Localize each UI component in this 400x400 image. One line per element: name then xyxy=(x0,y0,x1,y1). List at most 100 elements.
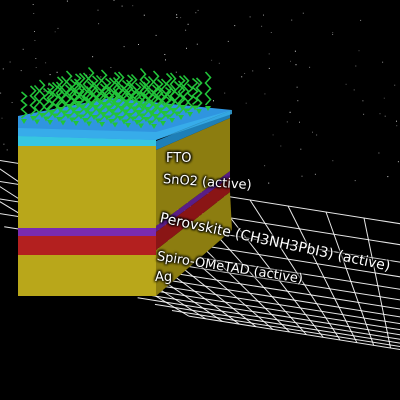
star xyxy=(35,58,37,59)
star xyxy=(314,173,316,175)
star xyxy=(280,145,282,147)
star xyxy=(387,176,389,178)
star xyxy=(295,64,297,66)
star xyxy=(98,23,100,25)
light-ray-arrowhead xyxy=(70,107,76,113)
grid-line xyxy=(249,199,341,341)
light-ray-arrowhead xyxy=(187,112,193,117)
light-ray xyxy=(56,76,64,107)
star xyxy=(32,4,34,5)
light-ray-arrowhead xyxy=(78,114,84,120)
star xyxy=(86,74,88,76)
side-ag xyxy=(156,192,232,296)
grid-line xyxy=(119,290,400,336)
star xyxy=(300,148,302,150)
front-sno2 xyxy=(18,146,156,228)
light-ray xyxy=(126,74,134,103)
layer-label-fto[interactable]: FTO xyxy=(166,151,192,166)
light-ray-arrowhead xyxy=(112,122,118,128)
light-ray-arrowhead xyxy=(121,119,127,125)
light-ray xyxy=(165,72,173,105)
star xyxy=(2,68,4,70)
light-ray-arrowhead xyxy=(96,108,102,114)
light-ray xyxy=(29,85,37,116)
light-ray-arrowhead xyxy=(66,104,72,109)
light-ray-arrowhead xyxy=(99,122,105,127)
star xyxy=(378,152,380,154)
star xyxy=(294,50,296,52)
light-ray xyxy=(38,79,46,113)
light-ray-arrowhead xyxy=(139,113,145,119)
star xyxy=(195,12,197,14)
star xyxy=(345,83,347,85)
star xyxy=(198,83,200,85)
star xyxy=(186,47,187,49)
light-ray-arrowhead xyxy=(148,110,154,116)
star xyxy=(360,19,362,21)
light-ray xyxy=(104,77,112,106)
light-ray xyxy=(139,67,147,104)
star xyxy=(286,121,288,123)
light-ray-arrowhead xyxy=(118,106,124,111)
light-ray xyxy=(178,75,186,105)
grid-line xyxy=(325,211,375,346)
light-ray xyxy=(169,72,177,108)
light-ray-arrowhead xyxy=(79,104,85,110)
star xyxy=(165,59,166,61)
light-ray-arrowhead xyxy=(126,113,132,118)
light-ray-arrowhead xyxy=(114,102,120,108)
light-ray-arrowhead xyxy=(147,120,153,126)
star xyxy=(176,14,178,16)
star xyxy=(197,9,199,11)
light-ray-arrowhead xyxy=(169,118,175,123)
star xyxy=(185,29,187,31)
light-ray-arrowhead xyxy=(48,110,54,115)
light-ray-arrowhead xyxy=(39,113,45,118)
light-ray xyxy=(143,76,151,107)
star xyxy=(384,115,386,117)
light-ray-arrowhead xyxy=(125,123,131,128)
light-ray xyxy=(117,71,125,106)
light-ray-arrowhead xyxy=(179,105,185,110)
star xyxy=(379,113,381,115)
light-ray xyxy=(74,73,82,101)
star xyxy=(302,12,304,14)
side-spiro xyxy=(156,177,230,250)
light-ray xyxy=(156,78,164,108)
light-ray-arrowhead xyxy=(161,111,167,116)
star xyxy=(164,54,166,55)
top-fto-edge xyxy=(18,110,232,140)
light-ray-arrowhead xyxy=(143,117,149,122)
light-ray-arrowhead xyxy=(30,116,36,121)
star xyxy=(354,180,356,182)
light-ray-arrowhead xyxy=(130,116,136,122)
grid-line xyxy=(363,217,392,349)
star xyxy=(121,5,123,7)
star xyxy=(123,46,125,48)
star xyxy=(1,117,3,119)
star xyxy=(382,61,384,63)
light-ray-arrowhead xyxy=(135,110,141,115)
star xyxy=(49,74,51,76)
light-ray-arrowhead xyxy=(205,106,211,111)
star xyxy=(92,56,94,58)
light-ray xyxy=(47,82,55,110)
light-ray-arrowhead xyxy=(73,121,79,126)
star xyxy=(268,67,270,69)
star xyxy=(175,71,177,73)
star xyxy=(218,62,220,64)
light-ray-arrowhead xyxy=(144,107,150,112)
star xyxy=(353,89,355,91)
light-ray xyxy=(186,83,194,112)
layer-label-ag[interactable]: Ag xyxy=(155,270,173,285)
grid-line xyxy=(137,297,400,340)
star xyxy=(299,121,300,123)
star xyxy=(396,120,397,122)
star xyxy=(290,60,291,62)
light-ray-arrowhead xyxy=(113,112,119,118)
light-ray-arrowhead xyxy=(131,106,137,112)
star xyxy=(301,175,303,177)
star xyxy=(54,31,56,33)
